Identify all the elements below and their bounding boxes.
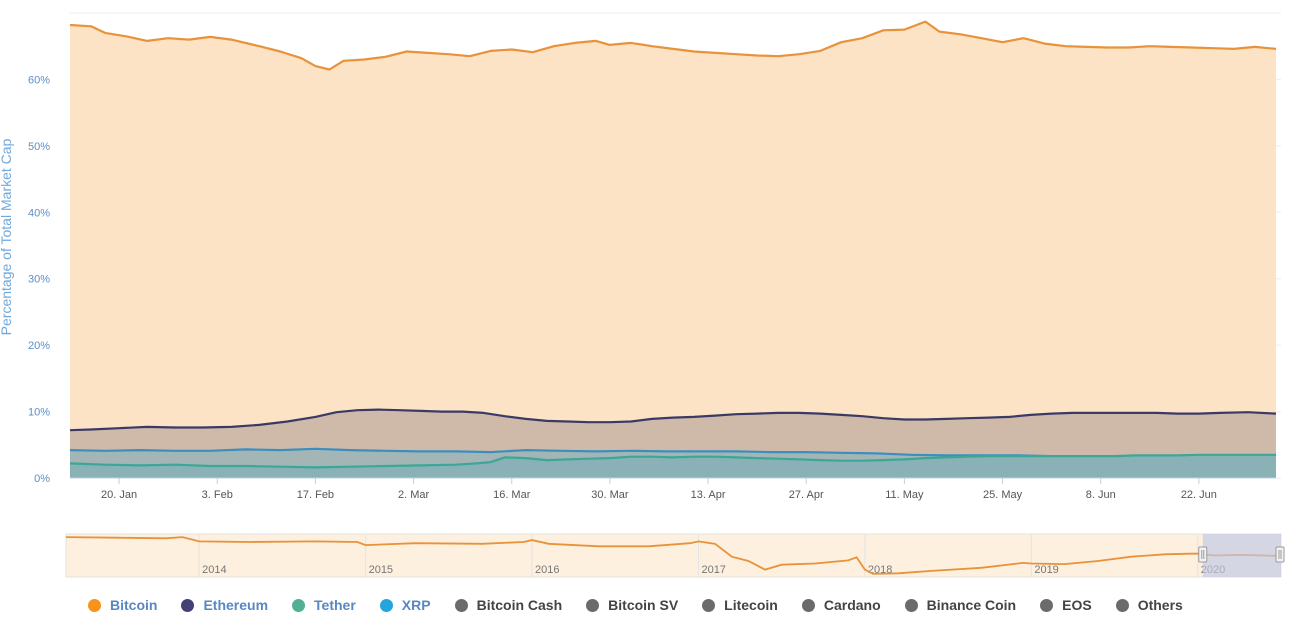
- x-tick-label: 13. Apr: [691, 489, 726, 501]
- legend-marker-icon: [904, 598, 918, 612]
- chart-svg: 0% 10% 20% 30% 40% 50% 60% 20. Jan 3. Feb 17. Feb…: [0, 12, 1285, 578]
- legend-marker-icon: [801, 598, 815, 612]
- x-tick-label: 25. May: [983, 489, 1023, 501]
- legend-item-ethereum[interactable]: Ethereum: [181, 597, 268, 613]
- x-tick-label: 8. Jun: [1086, 489, 1116, 501]
- legend-label: Binance Coin: [926, 597, 1017, 613]
- x-tick-label: 2. Mar: [398, 489, 430, 501]
- legend-item-others[interactable]: Others: [1115, 597, 1183, 613]
- area-tether: [70, 454, 1276, 478]
- navigator-selection: [1202, 534, 1281, 577]
- legend: Bitcoin Ethereum Tether XRP Bitcoin Cash Bitc…: [0, 592, 1301, 618]
- x-tick-label: 27. Apr: [789, 489, 824, 501]
- legend-item-cardano[interactable]: Cardano: [801, 597, 881, 613]
- legend-label: Others: [1137, 597, 1183, 613]
- y-tick-label: 30%: [28, 274, 50, 286]
- legend-item-xrp[interactable]: XRP: [379, 597, 431, 613]
- legend-label: Bitcoin Cash: [476, 597, 563, 613]
- legend-marker-icon: [454, 598, 468, 612]
- legend-marker-icon: [1040, 598, 1054, 612]
- legend-marker-icon: [292, 598, 306, 612]
- legend-marker-icon: [1115, 598, 1129, 612]
- legend-marker-icon: [379, 598, 393, 612]
- axis-layer: 0% 10% 20% 30% 40% 50% 60% 20. Jan 3. Feb 17. Feb…: [28, 74, 1276, 501]
- y-tick-label: 20%: [28, 340, 50, 352]
- legend-marker-icon: [586, 598, 600, 612]
- x-tick-label: 30. Mar: [591, 489, 629, 501]
- navigator-handle-right[interactable]: [1275, 546, 1285, 563]
- y-tick-label: 40%: [28, 207, 50, 219]
- y-tick-label: 10%: [28, 407, 50, 419]
- x-tick-label: 20. Jan: [101, 489, 137, 501]
- legend-label: EOS: [1062, 597, 1092, 613]
- legend-item-bitcoin[interactable]: Bitcoin: [88, 597, 157, 613]
- navigator-year-label: 2019: [1034, 564, 1058, 576]
- area-bitcoin: [70, 21, 1276, 478]
- navigator-year-label: 2015: [369, 564, 393, 576]
- navigator-year-label: 2016: [535, 564, 559, 576]
- navigator-handle-left[interactable]: [1198, 546, 1208, 563]
- legend-marker-icon: [181, 598, 195, 612]
- y-tick-label: 60%: [28, 74, 50, 86]
- area-layer: [69, 20, 1277, 478]
- legend-label: Bitcoin SV: [608, 597, 679, 613]
- x-tick-label: 11. May: [885, 489, 924, 501]
- legend-marker-icon: [702, 598, 716, 612]
- legend-item-tether[interactable]: Tether: [292, 597, 356, 613]
- legend-item-bitcoin-sv[interactable]: Bitcoin SV: [586, 597, 678, 613]
- series-line-bitcoin: [69, 20, 1277, 71]
- series-line-ethereum: [69, 408, 1277, 432]
- x-tick-label: 17. Feb: [297, 489, 334, 501]
- y-tick-label: 50%: [28, 141, 50, 153]
- navigator[interactable]: 2014201520162017201820192020: [65, 533, 1285, 578]
- series-line-tether: [69, 453, 1276, 469]
- x-tick-label: 16. Mar: [493, 489, 531, 501]
- navigator-background: [65, 533, 1282, 578]
- legend-label: Litecoin: [724, 597, 778, 613]
- legend-item-binance-coin[interactable]: Binance Coin: [904, 597, 1017, 613]
- legend-item-bitcoin-cash[interactable]: Bitcoin Cash: [454, 597, 563, 613]
- legend-label: Cardano: [823, 597, 881, 613]
- legend-marker-icon: [88, 598, 101, 612]
- y-axis-title: Percentage of Total Market Cap: [0, 138, 14, 335]
- legend-label: Ethereum: [203, 597, 269, 613]
- navigator-series-line: [65, 536, 1282, 575]
- navigator-year-label: 2014: [202, 564, 226, 576]
- x-tick-label: 3. Feb: [202, 489, 233, 501]
- navigator-year-label: 2017: [701, 564, 725, 576]
- legend-label: Bitcoin: [110, 597, 158, 613]
- x-tick-label: 22. Jun: [1181, 489, 1217, 501]
- legend-item-litecoin[interactable]: Litecoin: [702, 597, 778, 613]
- y-tick-label: 0%: [34, 473, 50, 485]
- legend-item-eos[interactable]: EOS: [1040, 597, 1092, 613]
- legend-label: XRP: [401, 597, 431, 613]
- legend-label: Tether: [314, 597, 356, 613]
